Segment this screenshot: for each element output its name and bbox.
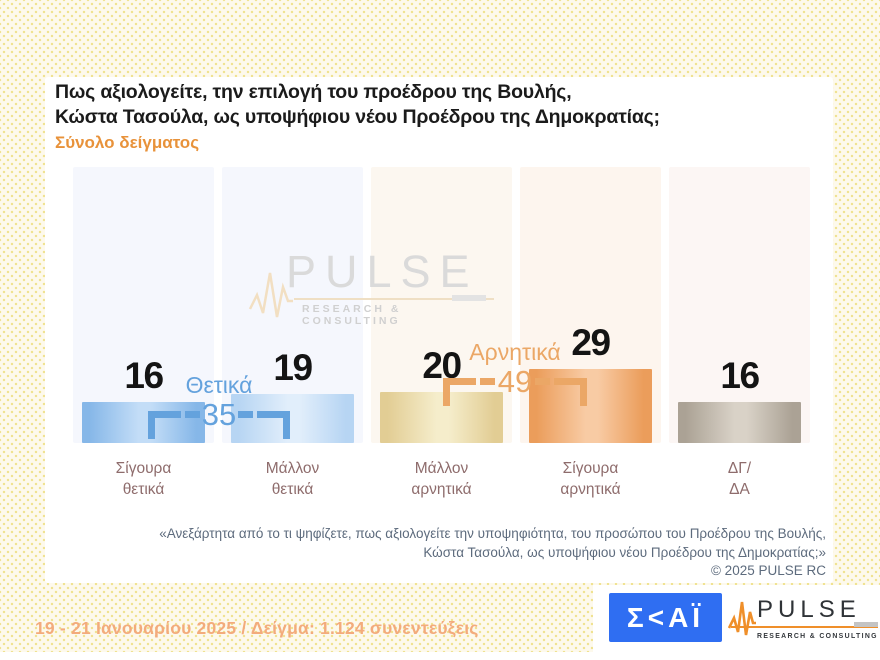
group-bracket-row: 35	[148, 397, 290, 439]
bar-value-5: 16	[720, 355, 760, 396]
category-label-4: Σίγουρα αρνητικά	[560, 460, 621, 498]
bracket-dash-left	[185, 411, 200, 418]
watermark-rule-line	[294, 298, 494, 300]
pulse-logo-text: PULSE RESEARCH & CONSULTING	[731, 596, 878, 640]
pulse-logo-waveform-icon	[728, 601, 756, 636]
chart-subtitle: Σύνολο δείγματος	[55, 133, 200, 152]
skai-logo: Σ<ΑΪ	[609, 593, 722, 642]
footnote-copyright: © 2025 PULSE RC	[710, 563, 826, 578]
bracket-corner-left	[443, 378, 476, 406]
watermark-rule	[294, 295, 494, 303]
category-label-5: ΔΓ/ ΔΑ	[727, 460, 752, 498]
pulse-logo: PULSE RESEARCH & CONSULTING	[728, 595, 878, 640]
group-label: Θετικά	[185, 372, 253, 398]
footnote: «Ανεξάρτητα από το τι ψηφίζετε, πως αξιο…	[159, 525, 826, 581]
group-value: 49	[497, 364, 533, 399]
bracket-dash-right	[535, 378, 550, 385]
category-label-2: Μάλλον θετικά	[265, 460, 320, 498]
pulse-watermark: PULSE RESEARCH & CONSULTING	[248, 246, 498, 327]
bar-5	[678, 402, 801, 443]
bar-value-4: 29	[571, 322, 611, 363]
pulse-logo-rule-line	[731, 625, 878, 628]
bar-value-1: 16	[124, 355, 164, 396]
column-track-5	[669, 167, 810, 443]
group-label: Αρνητικά	[469, 339, 561, 365]
category-label-3: Μάλλον αρνητικά	[411, 460, 472, 498]
group-bracket-2: Αρνητικά 49	[443, 339, 587, 406]
pulse-waveform-icon	[248, 272, 293, 318]
column-track-1	[73, 167, 214, 443]
pulse-logo-rule	[731, 622, 878, 630]
watermark-small-mark	[452, 295, 486, 301]
pulse-logo-small-mark	[853, 622, 878, 627]
bracket-corner-right	[554, 378, 587, 406]
chart-card: Πως αξιολογείτε, την επιλογή του προέδρο…	[45, 77, 833, 583]
bracket-dash-right	[238, 411, 253, 418]
pulse-logo-tagline: RESEARCH & CONSULTING	[757, 633, 878, 640]
chart-title: Πως αξιολογείτε, την επιλογή του προέδρο…	[55, 81, 660, 128]
group-value: 35	[201, 397, 237, 432]
bracket-corner-right	[257, 411, 290, 439]
bottom-strip	[0, 652, 880, 660]
group-bracket-row: 49	[443, 364, 587, 406]
category-label-1: Σίγουρα θετικά	[115, 460, 172, 498]
bar-1	[82, 402, 205, 443]
group-bracket-1: Θετικά 35	[148, 372, 290, 439]
fieldwork-date-sample: 19 - 21 Ιανουαρίου 2025 / Δείγμα: 1.124 …	[35, 618, 479, 638]
watermark-tagline: RESEARCH & CONSULTING	[302, 303, 402, 327]
pulse-logo-name: PULSE	[757, 596, 861, 623]
bracket-dash-left	[480, 378, 495, 385]
bar-value-2: 19	[273, 347, 313, 388]
footnote-quote: «Ανεξάρτητα από το τι ψηφίζετε, πως αξιο…	[159, 526, 826, 560]
category-labels: Σίγουρα θετικά Μάλλον θετικά Μάλλον αρνητι…	[45, 458, 833, 508]
bar-value-3: 20	[422, 345, 462, 386]
bar-3	[380, 392, 503, 443]
bracket-corner-left	[148, 411, 181, 439]
bar-chart: PULSE RESEARCH & CONSULTING 16 19 20 29 16 Θε…	[45, 167, 833, 443]
watermark-name: PULSE	[286, 246, 479, 297]
bar-2	[231, 394, 354, 443]
